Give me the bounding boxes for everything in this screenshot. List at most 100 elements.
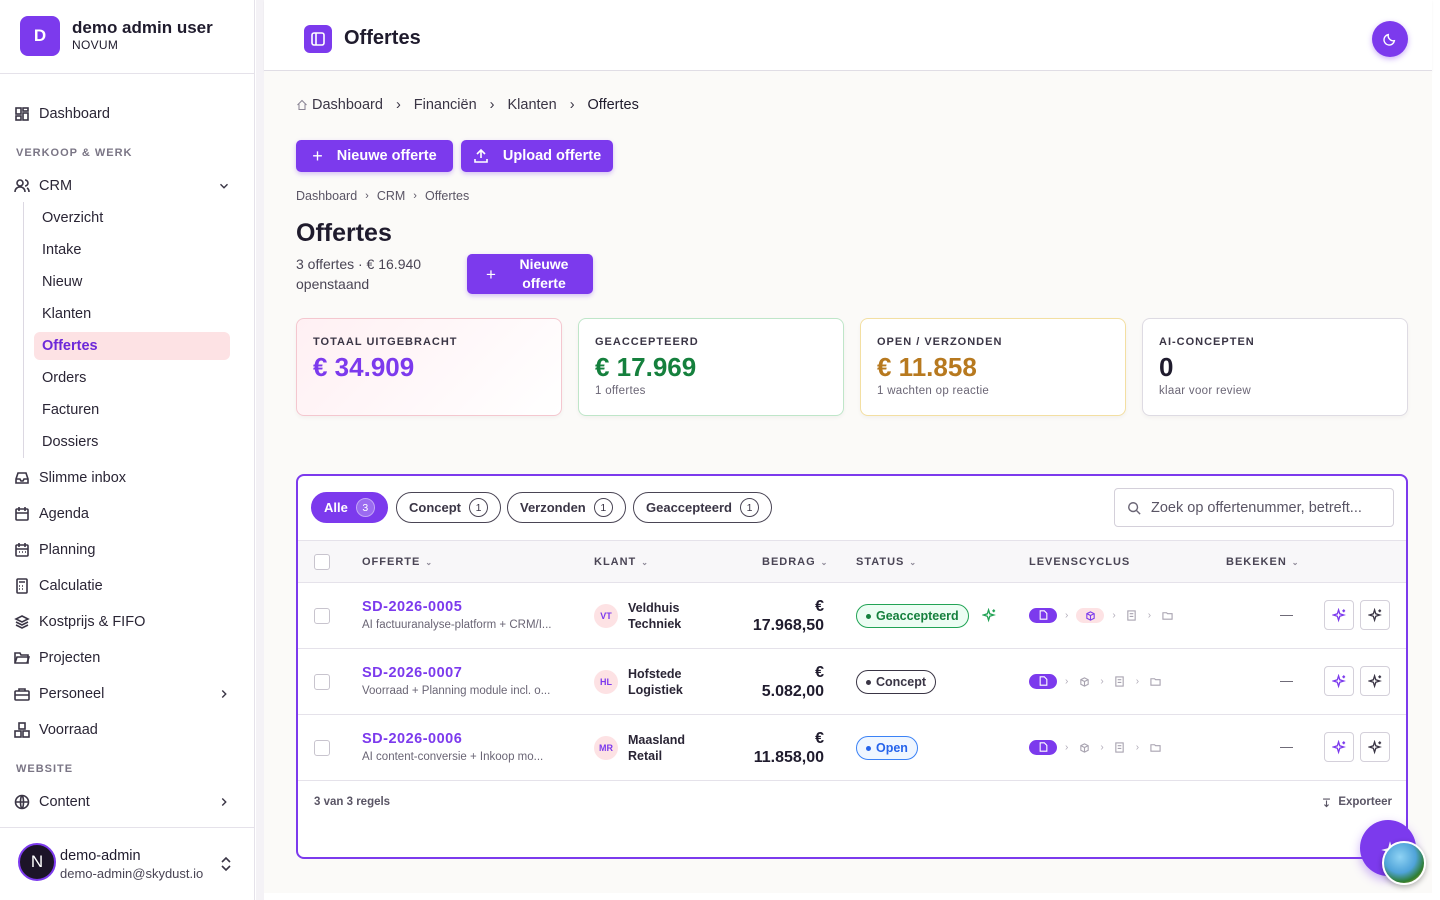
nav-planning[interactable]: Planning — [14, 536, 248, 564]
amount-currency: € — [815, 598, 824, 615]
chevrons-up-down-icon[interactable] — [219, 856, 233, 872]
sidebar: D demo admin user NOVUM Dashboard VERKOO… — [0, 0, 255, 900]
lifecycle-step-order[interactable] — [1076, 673, 1092, 689]
lifecycle-step-invoice[interactable] — [1124, 607, 1140, 623]
breadcrumb-top-financien[interactable]: Financiën — [413, 97, 477, 113]
status-label: Open — [876, 741, 908, 755]
sidebar-item-nieuw[interactable]: Nieuw — [34, 268, 230, 296]
download-icon — [1323, 798, 1331, 807]
quote-number-link[interactable]: SD-2026-0006 — [362, 731, 463, 747]
globe-widget-icon[interactable] — [1382, 841, 1426, 885]
nav-projecten[interactable]: Projecten — [14, 644, 248, 672]
client-name[interactable]: Veldhuis Techniek — [628, 601, 682, 631]
table-row[interactable]: SD-2026-0006 AI content-conversie + Inkoo… — [298, 715, 1406, 781]
ai-action-button[interactable] — [1360, 732, 1390, 762]
sidebar-item-dossiers[interactable]: Dossiers — [34, 428, 230, 456]
client-name[interactable]: Hofstede Logistiek — [628, 667, 683, 697]
user-avatar[interactable]: N — [18, 843, 56, 881]
sort-icon: ⌄ — [641, 557, 649, 567]
lifecycle-step-dossier[interactable] — [1159, 607, 1175, 623]
table-header: OFFERTE ⌄ KLANT ⌄ BEDRAG ⌄ STATUS ⌄ LEVENSCY… — [298, 540, 1406, 583]
ai-analyse-button[interactable] — [1324, 600, 1354, 630]
sort-icon: ⌄ — [1291, 557, 1300, 567]
new-quote-button[interactable]: + Nieuwe offerte — [296, 140, 453, 172]
page-new-quote-button[interactable]: + Nieuwe offerte — [467, 254, 593, 294]
globe-icon — [14, 794, 30, 810]
breadcrumb-page-dashboard[interactable]: Dashboard — [296, 189, 358, 203]
sidebar-rail[interactable] — [256, 0, 264, 900]
nav-kostprijs[interactable]: Kostprijs & FIFO — [14, 608, 248, 636]
main-content: Dashboard › Financiën › Klanten › Offert… — [264, 71, 1432, 893]
tab-concept[interactable]: Concept 1 — [396, 492, 501, 523]
lifecycle-step-invoice[interactable] — [1112, 739, 1128, 755]
search-placeholder: Zoek op offertenummer, betreft... — [1151, 499, 1362, 516]
lifecycle-step-dossier[interactable] — [1147, 739, 1163, 755]
nav-personeel[interactable]: Personeel — [14, 680, 248, 708]
status-label: Geaccepteerd — [876, 609, 959, 623]
ai-analyse-button[interactable] — [1324, 666, 1354, 696]
row-checkbox[interactable] — [314, 674, 330, 690]
lifecycle-step-quote[interactable] — [1029, 607, 1057, 623]
col-bedrag[interactable]: BEDRAG ⌄ — [762, 556, 828, 568]
table-row[interactable]: SD-2026-0007 Voorraad + Planning module i… — [298, 649, 1406, 715]
client-name[interactable]: Maasland Retail — [628, 733, 685, 763]
sidebar-item-offertes[interactable]: Offertes — [34, 332, 230, 360]
lifecycle-arrow: › — [1065, 609, 1069, 621]
theme-toggle-button[interactable] — [1372, 21, 1408, 57]
sidebar-header[interactable]: D demo admin user NOVUM — [0, 0, 255, 74]
lifecycle-step-order[interactable] — [1076, 739, 1092, 755]
nav-crm[interactable]: CRM — [14, 172, 248, 200]
sidebar-item-overzicht[interactable]: Overzicht — [34, 204, 230, 232]
user-footer[interactable] — [0, 827, 255, 900]
nav-dashboard[interactable]: Dashboard — [14, 100, 248, 128]
nav-voorraad-label: Voorraad — [39, 722, 98, 738]
row-checkbox[interactable] — [314, 608, 330, 624]
lifecycle-step-quote[interactable] — [1029, 739, 1057, 755]
nav-calculatie[interactable]: Calculatie — [14, 572, 248, 600]
col-klant[interactable]: KLANT ⌄ — [594, 556, 649, 568]
topbar: Offertes — [264, 0, 1432, 71]
tab-label: Geaccepteerd — [646, 500, 732, 515]
search-input[interactable]: Zoek op offertenummer, betreft... — [1114, 488, 1394, 527]
col-bekeken[interactable]: BEKEKEN ⌄ — [1226, 556, 1300, 568]
tab-count-badge: 1 — [740, 498, 759, 517]
nav-content[interactable]: Content — [14, 788, 248, 816]
breadcrumb-top-dashboard[interactable]: Dashboard — [312, 97, 383, 113]
ai-analyse-button[interactable] — [1324, 732, 1354, 762]
quote-number-link[interactable]: SD-2026-0007 — [362, 665, 463, 681]
lifecycle-step-quote[interactable] — [1029, 673, 1057, 689]
file-icon — [1039, 676, 1047, 686]
lifecycle-step-dossier[interactable] — [1147, 673, 1163, 689]
box-icon — [1086, 610, 1095, 621]
export-button[interactable]: Exporteer — [1321, 796, 1392, 808]
sidebar-item-klanten[interactable]: Klanten — [34, 300, 230, 328]
nav-inbox[interactable]: Slimme inbox — [14, 464, 248, 492]
col-offerte[interactable]: OFFERTE ⌄ — [362, 556, 433, 568]
sidebar-item-orders[interactable]: Orders — [34, 364, 230, 392]
sparkle-icon — [1331, 739, 1346, 754]
breadcrumb-top-klanten[interactable]: Klanten — [507, 97, 557, 113]
sidebar-item-intake[interactable]: Intake — [34, 236, 230, 264]
row-checkbox[interactable] — [314, 740, 330, 756]
quote-number-link[interactable]: SD-2026-0005 — [362, 599, 463, 615]
col-status[interactable]: STATUS ⌄ — [856, 556, 917, 568]
nav-voorraad[interactable]: Voorraad — [14, 716, 248, 744]
select-all-checkbox[interactable] — [314, 554, 330, 570]
tab-alle[interactable]: Alle 3 — [311, 492, 388, 523]
lifecycle-step-order[interactable] — [1076, 607, 1105, 623]
client-avatar: HL — [594, 670, 618, 694]
upload-quote-button[interactable]: Upload offerte — [461, 140, 613, 172]
nav-crm-label: CRM — [39, 178, 73, 194]
stat-note: klaar voor review — [1159, 385, 1252, 397]
breadcrumb-page-crm[interactable]: CRM — [376, 189, 406, 203]
sidebar-toggle-button[interactable] — [304, 25, 332, 53]
ai-action-button[interactable] — [1360, 666, 1390, 696]
nav-agenda[interactable]: Agenda — [14, 500, 248, 528]
tab-verzonden[interactable]: Verzonden 1 — [507, 492, 626, 523]
status-badge: Concept — [856, 670, 936, 694]
lifecycle-step-invoice[interactable] — [1112, 673, 1128, 689]
table-row[interactable]: SD-2026-0005 AI factuuranalyse-platform +… — [298, 583, 1406, 649]
tab-geaccepteerd[interactable]: Geaccepteerd 1 — [633, 492, 772, 523]
ai-action-button[interactable] — [1360, 600, 1390, 630]
sidebar-item-facturen[interactable]: Facturen — [34, 396, 230, 424]
